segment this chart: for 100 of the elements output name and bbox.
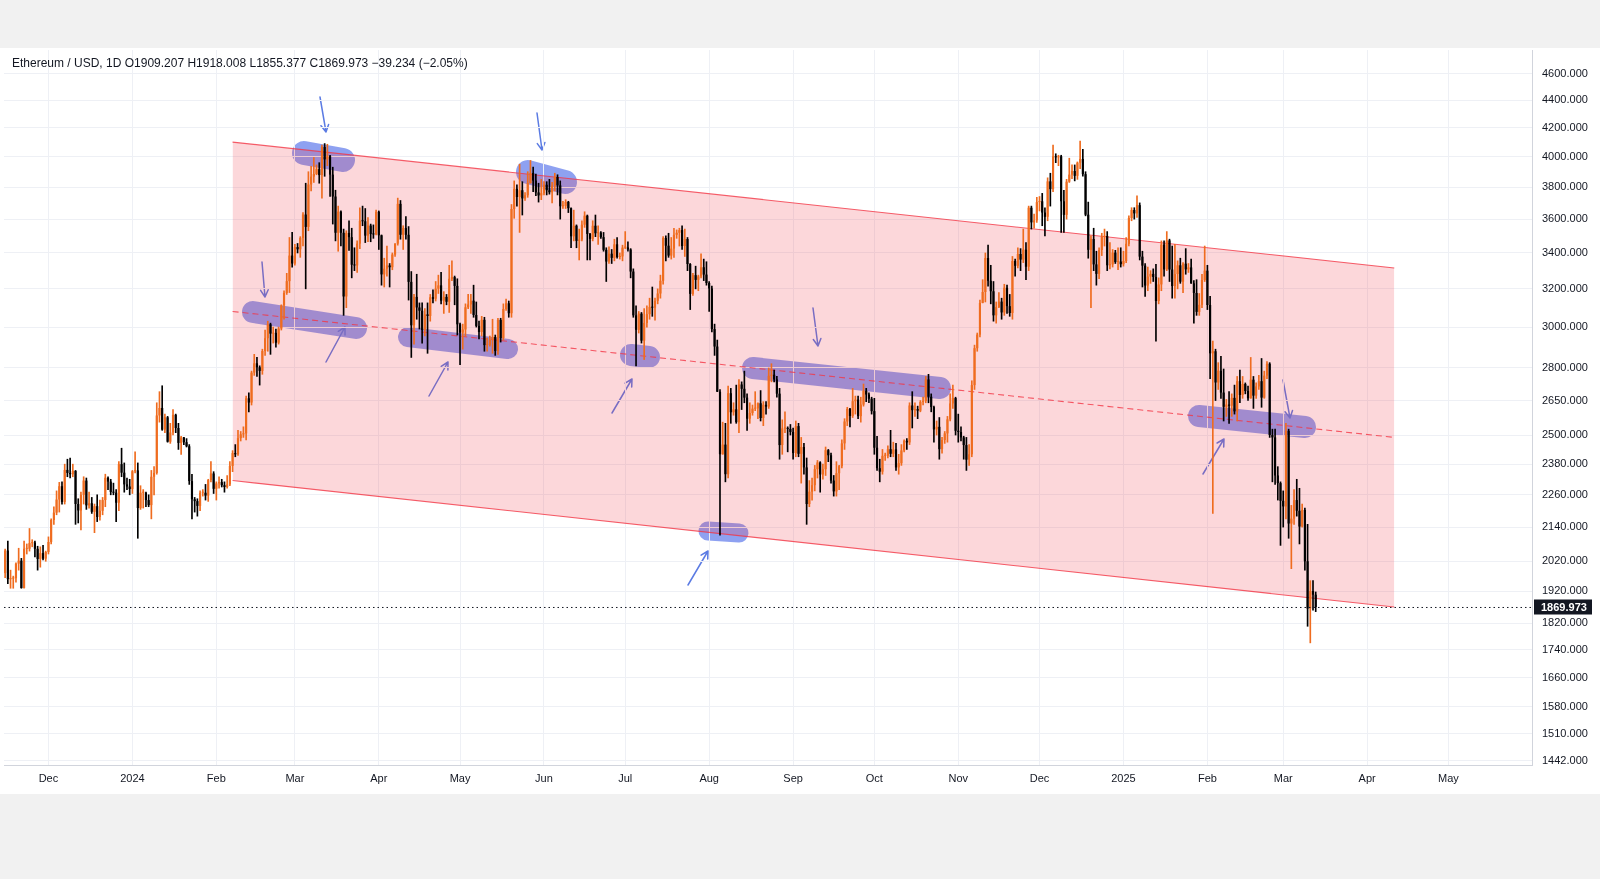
x-tick-label: Aug [699,771,719,784]
x-tick-label: Mar [285,771,305,784]
y-tick-label: 2260.000 [1542,487,1588,500]
candlestick [74,470,77,525]
candlestick [892,441,895,458]
y-tick-label: 3200.000 [1542,281,1588,294]
candlestick [1106,231,1109,271]
y-tick-label: 4400.000 [1542,93,1588,106]
candlestick [575,224,578,249]
candlestick [919,400,922,413]
candlestick [916,405,919,420]
x-tick-label: Dec [1029,771,1050,784]
candlestick [1211,340,1214,514]
x-tick-label: May [449,771,471,784]
x-tick-label: Jul [618,771,633,784]
x-tick-label: Jun [535,771,553,784]
candlestick [372,224,375,239]
y-tick-label: 3000.000 [1542,320,1588,333]
candlestick [150,470,153,520]
candlestick [1054,153,1057,164]
candlestick [1241,376,1244,399]
candlestick [109,478,112,496]
candlestick [502,303,505,341]
x-tick-label: 2024 [120,771,145,784]
candlestick [851,388,854,418]
candlestick [735,384,738,424]
candlestick [345,230,348,308]
candlestick [445,294,448,306]
candlestick [1049,172,1052,207]
candlestick [637,311,640,334]
candlestick [1214,348,1217,401]
y-tick-label: 4000.000 [1542,149,1588,162]
candlestick [247,392,250,413]
y-tick-label: 3400.000 [1542,245,1588,258]
x-tick-label: Apr [370,771,388,784]
candlestick [388,263,391,288]
y-tick-label: 3600.000 [1542,212,1588,225]
candlestick [139,485,142,510]
candlestick [678,227,681,247]
x-tick-label: Sep [783,771,803,784]
candlestick [494,334,497,356]
candlestick [640,312,643,344]
x-tick-label: Dec [38,771,59,784]
x-tick-label: May [1438,771,1460,784]
candlestick [266,320,269,352]
x-tick-label: 2025 [1111,771,1136,784]
candlestick [984,252,987,303]
candlestick [1022,228,1025,263]
y-tick-label: 1820.000 [1542,616,1588,629]
x-tick-label: Oct [865,771,883,784]
candlestick [1287,428,1290,539]
candlestick [204,484,207,501]
candlestick [196,498,199,517]
candlestick [651,286,654,317]
candlestick [764,401,768,415]
y-tick-label: 4600.000 [1542,67,1588,79]
candlestick [908,402,911,445]
candlestick [786,426,789,453]
candlestick [212,471,215,494]
y-tick-label: 4200.000 [1542,120,1588,133]
candlestick [667,232,670,258]
candlestick [748,402,751,424]
candlestick [499,317,502,343]
candlestick [548,179,551,195]
candlestick [36,545,39,571]
candlestick [586,214,589,261]
y-tick-label: 2140.000 [1542,520,1588,533]
x-tick-label: Feb [1197,771,1217,784]
x-tick-label: Feb [206,771,226,784]
candlestick [429,294,432,322]
candlestick [724,422,727,483]
candlestick [28,528,31,552]
candlestick [318,162,321,184]
x-tick-label: Nov [948,771,969,784]
y-tick-label: 2020.000 [1542,554,1588,567]
candlestick [767,367,770,409]
y-tick-label: 1920.000 [1542,584,1588,597]
candlestick [166,416,169,443]
candlestick [1046,177,1049,222]
candlestick [1179,257,1182,284]
candlestick [1187,263,1190,273]
candlestick [1108,242,1111,270]
candlestick [1027,205,1030,271]
text: Ethereum / USD, 1D O1909.207 H1918.008 L1855.377 C1869.973 −39.234 (−2.05%) [12,55,468,70]
y-tick-label: 1660.000 [1542,670,1588,683]
candlestick [591,220,594,242]
candlestick [9,569,12,589]
candlestick [269,322,272,355]
candlestick [1233,384,1236,415]
y-tick-label: 1442.000 [1542,753,1588,766]
candlestick [694,265,697,290]
y-tick-label: 3800.000 [1542,180,1588,193]
y-tick-label: 2380.000 [1542,457,1588,470]
y-tick-label: 2650.000 [1542,393,1588,406]
ref-line-label: 1869.973 [1541,600,1587,613]
candlestick [924,376,927,404]
candlestick [147,494,150,508]
y-tick-label: 2800.000 [1542,360,1588,373]
candlestick [223,481,226,493]
candlestick [480,315,483,337]
